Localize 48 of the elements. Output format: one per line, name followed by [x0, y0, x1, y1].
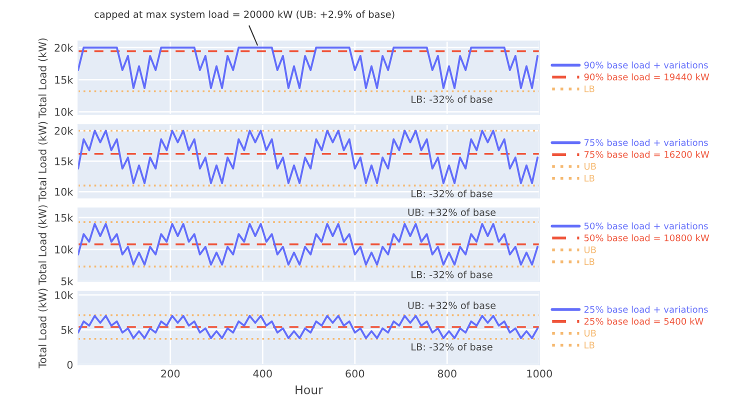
y-tick-label: 10k [55, 188, 74, 196]
y-axis-title: Total Load (kW) [38, 38, 48, 118]
legend-label: UB [584, 246, 596, 254]
y-axis-title: Total Load (kW) [38, 288, 48, 368]
line-series [78, 314, 539, 340]
y-axis-title: Total Load (kW) [38, 122, 48, 202]
ref-line-label: 75% base load = 16200 kW [584, 150, 710, 158]
text: 50% base load + variations [584, 222, 708, 230]
y-tick-label: 5k [61, 326, 74, 334]
annotation: LB: -32% of base [412, 343, 492, 351]
ref-line-label: 25% base load = 5400 kW [584, 318, 704, 325]
x-tick-label: 400 [253, 370, 272, 378]
x-tick-label: 600 [346, 370, 364, 378]
annotation: UB: +32% of base [408, 208, 496, 216]
y-tick-label: 5k [61, 277, 74, 286]
y-tick-label: 10k [55, 245, 74, 254]
ref-line-label: LB [584, 258, 594, 265]
ref-line-label: 50% base load = 10800 kW [584, 234, 710, 242]
legend-label: 90% base load = 19440 kW [584, 73, 710, 80]
x-axis-title: Hour [296, 385, 323, 394]
ref-line-label: LB [584, 342, 594, 348]
legend-label: UB [584, 163, 596, 170]
annotation: LB: -32% of base [412, 190, 492, 198]
y-tick-label: 15k [55, 157, 74, 166]
x-tick-label: 800 [438, 370, 456, 378]
line-series [78, 130, 539, 184]
y-tick-label: 10k [55, 108, 74, 116]
y-tick-label: 0 [67, 360, 73, 369]
line-series [78, 222, 539, 266]
y-tick-label: 20k [54, 126, 74, 135]
y-tick-label: 15k [55, 214, 74, 222]
y-tick-label: 15k [55, 76, 74, 84]
annotation: LB: -32% of base [412, 95, 492, 103]
x-tick-label: 1000 [527, 370, 552, 378]
y-tick-label: 10k [55, 291, 74, 300]
y-tick-label: 20k [54, 44, 74, 52]
line-series [78, 46, 539, 90]
legend-label: 90% base load + variations [584, 62, 708, 68]
annotation: capped at max system load = 20000 kW (UB: +2.9% of base) [94, 10, 394, 20]
ref-line-label: LB [584, 86, 594, 92]
ref-line-label: LB [584, 174, 594, 182]
text: 25% base load + variations [584, 306, 708, 313]
annotation: LB: -32% of base [412, 270, 492, 278]
x-tick-label: 200 [161, 370, 180, 378]
y-axis-title: Total Load (kW) [38, 205, 48, 285]
text: 75% base load + variations [584, 138, 708, 146]
annotation: UB: +32% of base [408, 302, 496, 310]
legend-label: UB [584, 330, 596, 337]
